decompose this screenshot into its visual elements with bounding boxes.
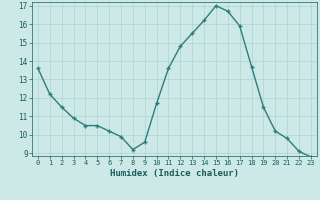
X-axis label: Humidex (Indice chaleur): Humidex (Indice chaleur) bbox=[110, 169, 239, 178]
